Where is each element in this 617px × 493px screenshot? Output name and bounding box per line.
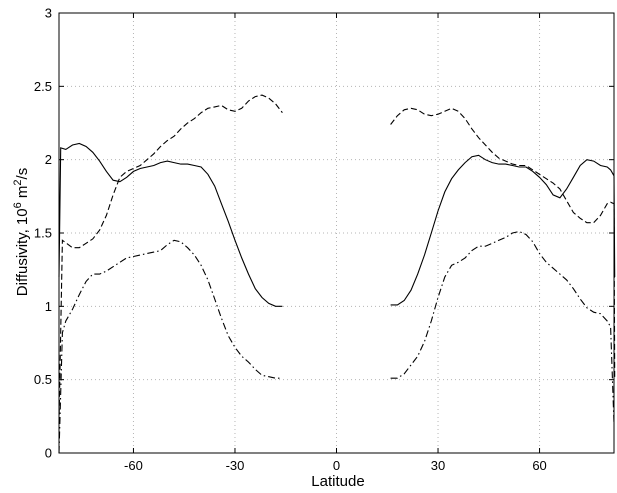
x-axis-label: Latitude <box>311 473 364 490</box>
series-line-solid <box>390 154 616 306</box>
y-label-exp2: 2 <box>12 179 24 185</box>
y-tick-label: 1 <box>45 299 52 314</box>
x-tick-label: -60 <box>124 458 143 473</box>
y-tick-label: 2.5 <box>34 79 52 94</box>
y-label-main: Diffusivity, 10 <box>14 208 31 296</box>
series-line-dashed <box>390 107 616 380</box>
y-tick-label: 0.5 <box>34 372 52 387</box>
series-line-solid <box>58 142 283 307</box>
y-tick-label: 2 <box>45 152 52 167</box>
y-label-tail: /s <box>14 168 31 180</box>
series-layer <box>58 94 616 454</box>
tick-layer: -60 -30 0 30 60 0 0.5 1 1.5 2 2.5 3 <box>34 6 614 473</box>
x-tick-label: 30 <box>431 458 445 473</box>
y-tick-label: 0 <box>45 446 52 461</box>
grid-layer <box>59 13 614 453</box>
y-label-exp1: 6 <box>12 202 24 208</box>
y-label-mid: m <box>14 186 31 203</box>
x-tick-label: -30 <box>226 458 245 473</box>
x-tick-label: 60 <box>532 458 546 473</box>
y-tick-label: 3 <box>45 6 52 21</box>
y-tick-label: 1.5 <box>34 226 52 241</box>
x-tick-label: 0 <box>333 458 340 473</box>
series-line-dashdot <box>58 239 283 454</box>
series-line-dashdot <box>390 230 615 424</box>
series-line-dashed <box>58 94 283 424</box>
y-axis-label: Diffusivity, 106 m2/s <box>12 168 31 296</box>
